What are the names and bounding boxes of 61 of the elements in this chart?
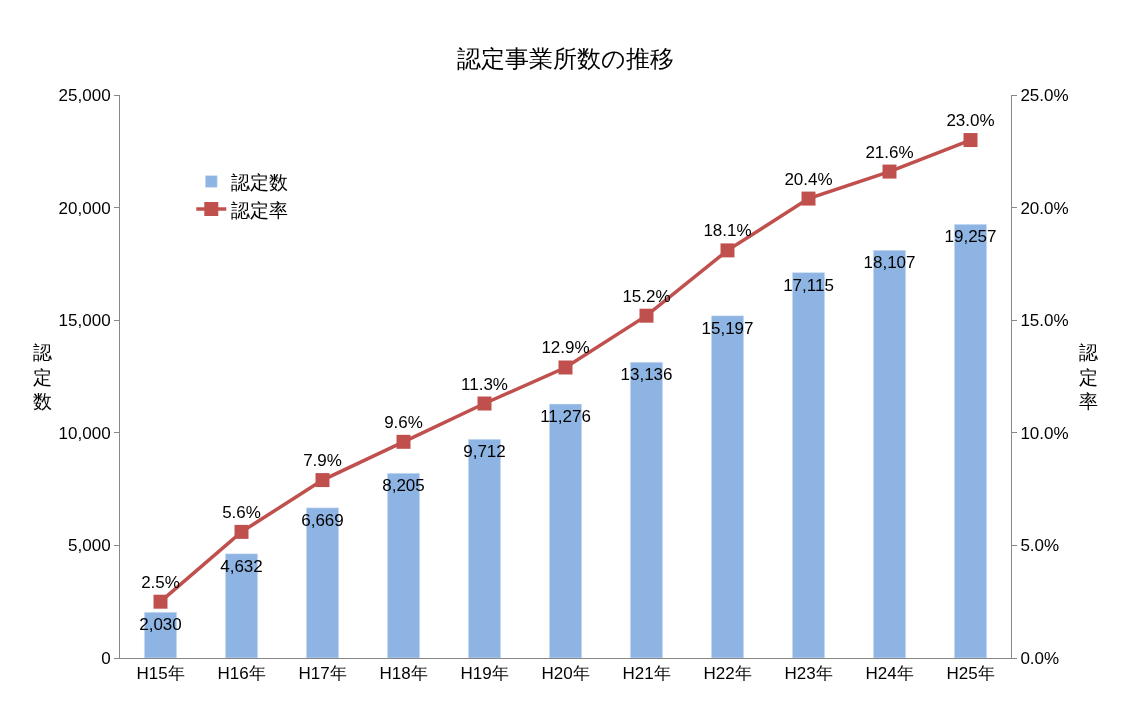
x-tick-label: H22年 (703, 664, 752, 684)
x-tick-label: H24年 (865, 664, 914, 684)
data-label: 9,712 (463, 442, 506, 462)
data-label: 15.2% (622, 286, 671, 306)
data-label: 2.5% (141, 572, 180, 592)
x-tick-label: H20年 (541, 664, 590, 684)
y2-tick-label: 20.0% (1020, 198, 1069, 218)
x-tick-label: H18年 (379, 664, 428, 684)
data-label: 2,030 (139, 615, 182, 635)
legend-label: 認定率 (231, 199, 289, 221)
y-tick-label: 15,000 (58, 311, 111, 331)
x-tick-label: H17年 (298, 664, 347, 684)
point (720, 243, 735, 258)
point (396, 434, 411, 449)
data-label: 4,632 (220, 556, 263, 576)
y2-tick-label: 5.0% (1020, 536, 1060, 556)
y2-tick-label: 15.0% (1020, 311, 1069, 331)
y-tick-label: 5,000 (68, 536, 111, 556)
x-tick-label: H15年 (136, 664, 185, 684)
point (639, 308, 654, 323)
x-tick-label: H21年 (622, 664, 671, 684)
data-label: 5.6% (222, 502, 261, 522)
y2-tick-label: 0.0% (1020, 648, 1060, 668)
point (963, 133, 978, 148)
y2-tick-label: 10.0% (1020, 423, 1069, 443)
data-label: 23.0% (946, 111, 995, 131)
data-label: 11.3% (461, 374, 508, 394)
data-label: 9.6% (384, 412, 423, 432)
chart-title: 認定事業所数の推移 (457, 45, 674, 73)
data-label: 8,205 (382, 476, 425, 496)
x-tick-label: H23年 (784, 664, 833, 684)
data-label: 21.6% (865, 142, 914, 162)
y2-axis-title: 認定率 (1079, 342, 1098, 413)
data-label: 15,197 (701, 318, 754, 338)
data-label: 19,257 (944, 227, 997, 247)
point (477, 396, 492, 411)
data-label: 18.1% (703, 221, 752, 241)
x-tick-label: H16年 (217, 664, 266, 684)
point (882, 164, 897, 179)
data-label: 13,136 (620, 365, 673, 385)
x-tick-label: H19年 (460, 664, 509, 684)
y-tick-label: 20,000 (58, 198, 111, 218)
data-label: 18,107 (863, 253, 916, 273)
y-tick-label: 25,000 (58, 85, 111, 105)
legend-label: 認定数 (231, 171, 289, 193)
point (558, 360, 573, 375)
data-label: 11,276 (540, 407, 591, 427)
data-label: 7.9% (303, 451, 342, 471)
y2-tick-label: 25.0% (1020, 85, 1069, 105)
x-tick-label: H25年 (946, 664, 995, 684)
point (153, 594, 168, 609)
y-tick-label: 10,000 (58, 423, 111, 443)
data-label: 12.9% (541, 338, 590, 358)
data-label: 20.4% (784, 169, 833, 189)
point (801, 191, 816, 206)
y-axis-title: 認定数 (33, 342, 52, 413)
y-tick-label: 0 (101, 648, 111, 668)
point (234, 524, 249, 539)
data-label: 17,115 (783, 275, 834, 295)
point (315, 473, 330, 488)
data-label: 6,669 (301, 510, 344, 530)
